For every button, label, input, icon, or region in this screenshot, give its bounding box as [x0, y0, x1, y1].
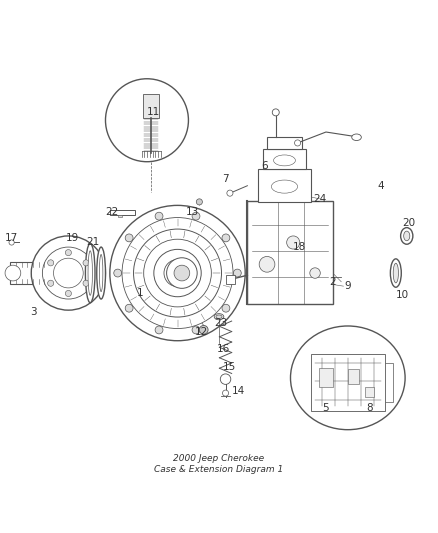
- Circle shape: [65, 290, 71, 296]
- Circle shape: [192, 212, 200, 220]
- Text: 17: 17: [5, 233, 18, 243]
- Circle shape: [9, 240, 14, 245]
- Ellipse shape: [88, 251, 92, 295]
- Ellipse shape: [274, 155, 295, 166]
- Ellipse shape: [352, 134, 361, 141]
- Ellipse shape: [404, 231, 410, 241]
- Circle shape: [174, 265, 190, 281]
- Bar: [311, 354, 385, 410]
- Circle shape: [287, 236, 300, 249]
- Circle shape: [155, 212, 163, 220]
- Ellipse shape: [97, 247, 106, 299]
- Ellipse shape: [401, 228, 413, 244]
- Circle shape: [122, 217, 233, 328]
- Text: 15: 15: [223, 362, 237, 372]
- Circle shape: [259, 256, 275, 272]
- Text: 12: 12: [195, 327, 208, 337]
- Bar: [263, 149, 306, 169]
- Circle shape: [222, 304, 230, 312]
- Bar: [365, 386, 374, 398]
- Circle shape: [144, 239, 212, 307]
- Circle shape: [164, 260, 191, 287]
- Text: 7: 7: [222, 174, 229, 184]
- Text: 19: 19: [66, 233, 79, 243]
- Text: 13: 13: [186, 207, 199, 217]
- Text: 24: 24: [313, 194, 326, 204]
- Ellipse shape: [216, 315, 222, 318]
- Text: 3: 3: [30, 308, 37, 317]
- Bar: [267, 138, 302, 149]
- Circle shape: [125, 304, 133, 312]
- Circle shape: [5, 265, 21, 281]
- Circle shape: [220, 374, 231, 384]
- Text: 2: 2: [329, 277, 336, 287]
- Circle shape: [166, 258, 197, 288]
- Circle shape: [31, 236, 106, 310]
- Circle shape: [110, 205, 245, 341]
- Text: 16: 16: [217, 344, 230, 354]
- Bar: [11, 262, 67, 285]
- Text: 2000 Jeep Cherokee
Case & Extension Diagram 1: 2000 Jeep Cherokee Case & Extension Diag…: [154, 455, 284, 474]
- Circle shape: [192, 326, 200, 334]
- Bar: [258, 169, 311, 202]
- Circle shape: [53, 258, 83, 288]
- Ellipse shape: [390, 259, 401, 287]
- Bar: [319, 368, 332, 386]
- Circle shape: [48, 260, 54, 266]
- Circle shape: [223, 390, 229, 396]
- Bar: [247, 201, 332, 304]
- Circle shape: [106, 79, 188, 161]
- Text: 8: 8: [366, 403, 373, 414]
- Circle shape: [227, 190, 233, 196]
- Circle shape: [65, 249, 71, 256]
- Text: 4: 4: [377, 181, 384, 191]
- Circle shape: [222, 234, 230, 242]
- Ellipse shape: [272, 180, 297, 193]
- Circle shape: [114, 269, 122, 277]
- Circle shape: [233, 269, 241, 277]
- Circle shape: [83, 260, 89, 266]
- Circle shape: [134, 229, 222, 317]
- Circle shape: [42, 247, 94, 299]
- Circle shape: [48, 280, 54, 286]
- Ellipse shape: [85, 244, 95, 303]
- Text: 22: 22: [106, 207, 119, 217]
- Text: 10: 10: [396, 290, 409, 300]
- Bar: [348, 369, 359, 384]
- Text: 1: 1: [137, 288, 144, 298]
- Bar: [385, 362, 393, 402]
- Circle shape: [196, 199, 202, 205]
- Circle shape: [310, 268, 320, 278]
- Circle shape: [199, 326, 208, 334]
- Text: 21: 21: [86, 238, 99, 247]
- Circle shape: [155, 326, 163, 334]
- Circle shape: [83, 280, 89, 286]
- Bar: [118, 215, 122, 217]
- Ellipse shape: [214, 313, 224, 320]
- Ellipse shape: [290, 326, 405, 430]
- Text: 23: 23: [215, 318, 228, 328]
- Bar: [226, 275, 235, 284]
- Text: 14: 14: [232, 386, 245, 396]
- Text: 6: 6: [261, 161, 268, 171]
- Text: 9: 9: [345, 281, 351, 291]
- Text: 20: 20: [403, 218, 416, 228]
- Circle shape: [272, 109, 279, 116]
- Circle shape: [154, 249, 201, 297]
- Circle shape: [294, 140, 300, 146]
- Text: 18: 18: [293, 242, 307, 252]
- Text: 11: 11: [147, 107, 160, 117]
- Text: 5: 5: [323, 403, 329, 414]
- Bar: [110, 210, 135, 215]
- Ellipse shape: [393, 263, 399, 283]
- Ellipse shape: [99, 254, 103, 292]
- Circle shape: [125, 234, 133, 242]
- Bar: [144, 94, 159, 118]
